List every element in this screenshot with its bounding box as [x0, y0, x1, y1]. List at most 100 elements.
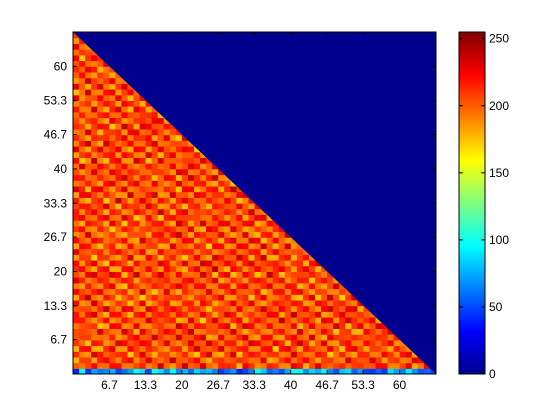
heatmap-cell: [321, 368, 328, 374]
heatmap-cell: [127, 185, 135, 193]
heatmap-cell: [290, 265, 298, 272]
heatmap-cell: [260, 305, 268, 312]
heatmap-cell: [79, 71, 86, 79]
heatmap-cell: [327, 328, 334, 335]
heatmap-cell: [127, 231, 135, 238]
heatmap-cell: [242, 220, 250, 227]
heatmap-cell: [242, 271, 250, 278]
heatmap-cell: [321, 311, 328, 318]
heatmap-cell: [115, 134, 122, 141]
heatmap-cell: [339, 339, 346, 347]
heatmap-cell: [200, 334, 207, 341]
heatmap-cell: [296, 265, 304, 272]
heatmap-cell: [169, 317, 177, 324]
heatmap-cell: [145, 203, 153, 210]
heatmap-cell: [254, 328, 262, 335]
heatmap-cell: [139, 294, 147, 301]
heatmap-cell: [121, 89, 129, 96]
heatmap-cell: [351, 311, 358, 318]
heatmap-cell: [109, 117, 116, 124]
heatmap-cell: [139, 163, 147, 170]
heatmap-cell: [115, 328, 122, 335]
heatmap-cell: [151, 180, 159, 187]
heatmap-cell: [278, 282, 286, 290]
heatmap-cell: [133, 322, 141, 329]
heatmap-cell: [290, 237, 298, 244]
heatmap-cell: [103, 100, 110, 107]
heatmap-cell: [272, 231, 280, 238]
heatmap-cell: [272, 271, 280, 278]
heatmap-cell: [151, 339, 159, 347]
heatmap-cell: [91, 140, 98, 147]
heatmap-cell: [333, 282, 340, 290]
heatmap-cell: [302, 305, 310, 312]
heatmap-cell: [230, 203, 237, 210]
heatmap-cell: [296, 368, 304, 374]
heatmap-cell: [284, 299, 292, 307]
y-tick-label: 46.7: [44, 128, 68, 142]
heatmap-cell: [242, 362, 250, 369]
heatmap-cell: [133, 191, 141, 198]
heatmap-cell: [175, 128, 183, 136]
heatmap-cell: [103, 180, 110, 187]
heatmap-cell: [236, 271, 243, 278]
heatmap-cell: [139, 185, 147, 193]
heatmap-cell: [345, 362, 352, 369]
heatmap-cell: [73, 299, 80, 307]
heatmap-cell: [345, 339, 352, 347]
heatmap-cell: [363, 362, 371, 369]
heatmap-cell: [157, 277, 165, 284]
heatmap-cell: [260, 225, 268, 233]
heatmap-cell: [103, 265, 110, 272]
heatmap-cell: [103, 168, 110, 176]
heatmap-cell: [121, 168, 129, 176]
heatmap-cell: [212, 254, 219, 261]
heatmap-cell: [308, 322, 316, 329]
heatmap-cell: [218, 254, 225, 261]
heatmap-cell: [79, 151, 86, 158]
heatmap-cell: [284, 356, 292, 364]
heatmap-cell: [121, 134, 129, 141]
heatmap-cell: [206, 328, 213, 335]
heatmap-cell: [115, 345, 122, 352]
heatmap-cell: [272, 339, 280, 347]
heatmap-cell: [91, 197, 98, 204]
heatmap-cell: [248, 242, 256, 250]
heatmap-cell: [266, 362, 274, 369]
heatmap-cell: [187, 299, 195, 307]
y-tick-label: 6.7: [50, 333, 67, 347]
heatmap-cell: [411, 362, 419, 369]
heatmap-cell: [206, 157, 213, 164]
heatmap-cell: [85, 123, 92, 130]
heatmap-cell: [121, 185, 129, 193]
heatmap-cell: [85, 168, 92, 176]
heatmap-cell: [218, 180, 225, 187]
heatmap-cell: [254, 282, 262, 290]
heatmap-cell: [200, 225, 207, 233]
heatmap-cell: [266, 220, 274, 227]
heatmap-cell: [230, 288, 237, 295]
heatmap-cell: [260, 339, 268, 347]
heatmap-cell: [139, 208, 147, 215]
heatmap-cell: [272, 260, 280, 267]
heatmap-cell: [103, 220, 110, 227]
heatmap-cell: [157, 254, 165, 261]
heatmap-cell: [194, 168, 201, 176]
heatmap-cell: [194, 368, 201, 374]
heatmap-cell: [73, 197, 80, 204]
heatmap-cell: [248, 231, 256, 238]
heatmap-cell: [103, 237, 110, 244]
heatmap-cell: [200, 288, 207, 295]
heatmap-cell: [230, 191, 237, 198]
heatmap-cell: [85, 237, 92, 244]
heatmap-cell: [266, 254, 274, 261]
heatmap-cell: [73, 231, 80, 238]
heatmap-cell: [212, 185, 219, 193]
heatmap-cell: [296, 248, 304, 255]
heatmap-cell: [157, 271, 165, 278]
heatmap-cell: [115, 277, 122, 284]
heatmap-cell: [218, 294, 225, 301]
heatmap-cell: [151, 254, 159, 261]
heatmap-cell: [284, 254, 292, 261]
heatmap-cell: [187, 225, 195, 233]
